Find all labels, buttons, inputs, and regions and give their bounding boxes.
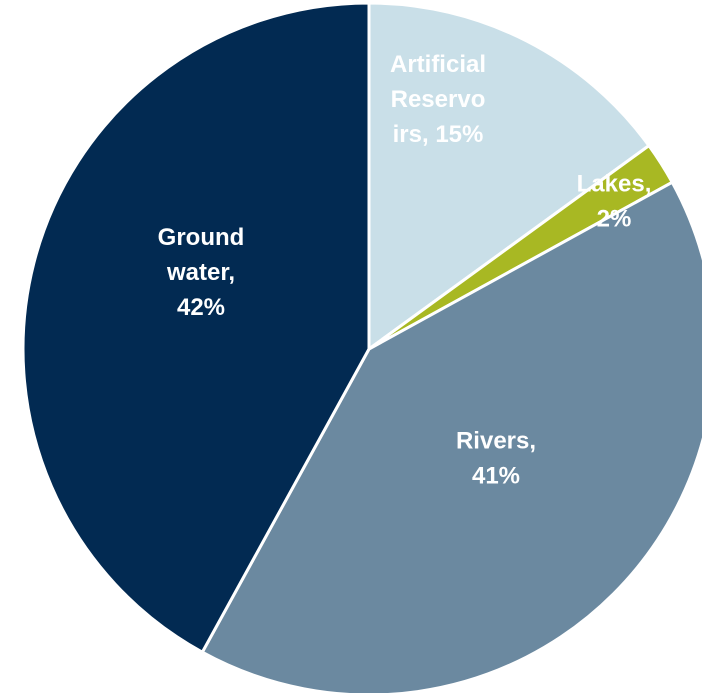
pie-label-line: irs, 15% (393, 121, 484, 148)
pie-label-line: 2% (597, 206, 632, 233)
pie-label-ground-water: Ground water, 42% (158, 224, 245, 321)
pie-label-line: Artificial (390, 51, 486, 78)
pie-label-line: Ground (158, 224, 245, 251)
pie-label-line: Rivers, (456, 428, 536, 455)
pie-label-line: 41% (472, 463, 520, 490)
pie-label-lakes: Lakes, 2% (577, 171, 652, 233)
pie-label-line: Lakes, (577, 171, 652, 198)
pie-slices (21, 1, 702, 693)
pie-slice-ground-water (21, 1, 371, 655)
pie-slice-rivers (200, 180, 702, 693)
pie-label-line: 42% (177, 294, 225, 321)
pie-labels: Artificial Reservo irs, 15% Lakes, 2% Rivers,… (158, 51, 652, 490)
pie-label-rivers: Rivers, 41% (456, 428, 536, 490)
pie-label-line: Reservo (391, 86, 486, 113)
pie-slice-artificial-reservoirs (367, 1, 652, 352)
pie-label-artificial-reservoirs: Artificial Reservo irs, 15% (390, 51, 486, 148)
pie-label-line: water, (166, 259, 235, 286)
